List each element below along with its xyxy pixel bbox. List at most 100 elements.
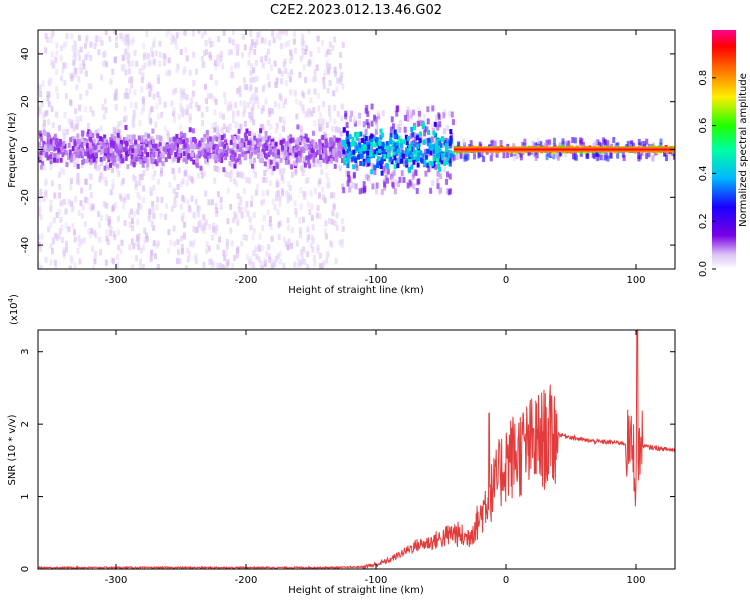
- spectrogram-cell: [214, 64, 218, 71]
- spectrogram-cell: [433, 137, 437, 144]
- spectrogram-cell: [55, 111, 59, 118]
- spectrogram-cell: [189, 156, 193, 162]
- spectrogram-cell: [118, 33, 122, 40]
- spectrogram-cell: [333, 104, 337, 111]
- spectrogram-cell: [78, 105, 82, 112]
- spectrogram-cell: [303, 258, 307, 265]
- spectrogram-cell: [336, 77, 340, 84]
- spectrogram-cell: [647, 151, 651, 158]
- spectrogram-cell: [228, 37, 232, 44]
- spectrogram-cell: [360, 144, 364, 150]
- spectrogram-cell: [668, 154, 672, 161]
- spectrogram-cell: [152, 37, 156, 44]
- spectrogram-cell: [277, 153, 281, 159]
- spectrogram-cell: [273, 204, 277, 211]
- spectrogram-cell: [399, 151, 403, 157]
- spectrogram-cell: [423, 160, 427, 166]
- spectrogram-cell: [117, 129, 121, 135]
- spectrogram-cell: [243, 132, 247, 138]
- spectrogram-cell: [155, 161, 159, 167]
- spectrogram-cell: [243, 44, 247, 51]
- spectrogram-cell: [332, 90, 336, 97]
- spectrogram-cell: [77, 49, 81, 56]
- spectrogram-cell: [275, 195, 279, 202]
- spectrogram-cell: [385, 162, 389, 168]
- spectrogram-cell: [242, 77, 246, 84]
- spectrogram-cell: [92, 144, 96, 150]
- spectrogram-cell: [54, 57, 58, 64]
- spectrogram-cell: [142, 135, 146, 142]
- spectrogram-cell: [393, 107, 397, 114]
- spectrogram-cell: [104, 148, 108, 154]
- spectrogram-cell: [75, 151, 79, 157]
- spectrogram-cell: [380, 170, 384, 176]
- spectrogram-cell: [146, 162, 150, 168]
- spectrogram-cell: [219, 196, 223, 203]
- spectrogram-cell: [95, 35, 99, 42]
- spectrogram-cell: [168, 137, 172, 143]
- spectrogram-cell: [222, 30, 226, 36]
- spectrogram-cell: [155, 151, 159, 157]
- spectrogram-cell: [77, 235, 81, 242]
- spectrogram-cell: [406, 182, 410, 189]
- spectrogram-cell: [71, 45, 75, 52]
- spectrogram-cell: [307, 88, 311, 95]
- spectrogram-cell: [345, 170, 349, 177]
- spectrogram-cell: [150, 106, 154, 113]
- spectrogram-cell: [142, 170, 146, 177]
- spectrogram-cell: [74, 44, 78, 51]
- spectrogram-cell: [116, 262, 120, 269]
- spectrogram-cell: [81, 131, 85, 137]
- spectrogram-cell: [162, 146, 166, 152]
- spectrogram-cell: [245, 136, 249, 142]
- spectrogram-cell: [258, 136, 262, 142]
- spectrogram-cell: [47, 78, 51, 85]
- spectrogram-cell: [370, 120, 374, 127]
- spectrogram-cell: [417, 152, 421, 158]
- spectrogram-cell: [138, 258, 142, 265]
- spectrogram-cell: [88, 142, 92, 148]
- spectrogram-cell: [270, 236, 274, 243]
- spectrogram-cell: [257, 256, 261, 263]
- spectrogram-cell: [289, 49, 293, 56]
- spectrogram-cell: [184, 265, 188, 269]
- spectrogram-cell: [232, 142, 236, 148]
- spectrogram-cell: [103, 138, 107, 144]
- spectrogram-cell: [449, 135, 453, 141]
- spectrogram-cell: [219, 55, 223, 62]
- spectrogram-cell: [212, 96, 216, 103]
- spectrogram-cell: [306, 226, 310, 233]
- spectrogram-cell: [260, 56, 264, 63]
- spectrogram-cell: [117, 171, 121, 178]
- spectrogram-cell: [521, 142, 525, 149]
- spectrogram-cell: [54, 140, 58, 146]
- spectrogram-cell: [247, 140, 251, 146]
- spectrogram-cell: [122, 197, 126, 204]
- spectrogram-cell: [260, 199, 264, 206]
- spectrogram-cell: [312, 139, 316, 145]
- spectrogram-cell: [151, 138, 155, 144]
- spectrogram-cell: [374, 118, 378, 125]
- spectrogram-cell: [249, 44, 253, 51]
- spectrogram-cell: [38, 154, 41, 160]
- spectrogram-cell: [50, 59, 54, 66]
- spectrogram-cell: [124, 69, 128, 76]
- spectrogram-cell: [332, 204, 336, 211]
- spectrogram-cell: [240, 52, 244, 59]
- spectrogram-cell: [248, 145, 252, 151]
- spectrogram-cell: [396, 142, 400, 148]
- spectrogram-cell: [65, 33, 69, 40]
- spectrogram-cell: [261, 105, 265, 112]
- spectrogram-cell: [155, 103, 159, 110]
- spectrogram-cell: [158, 142, 162, 148]
- spectrogram-cell: [269, 145, 273, 151]
- spectrogram-cell: [226, 187, 230, 194]
- spectrogram-cell: [177, 167, 181, 174]
- spectrogram-cell: [126, 164, 130, 170]
- spectrogram-cell: [268, 158, 272, 164]
- spectrogram-cell: [124, 124, 128, 130]
- spectrogram-cell: [227, 49, 231, 56]
- spectrogram-cell: [235, 252, 239, 259]
- spectrogram-cell: [67, 226, 71, 233]
